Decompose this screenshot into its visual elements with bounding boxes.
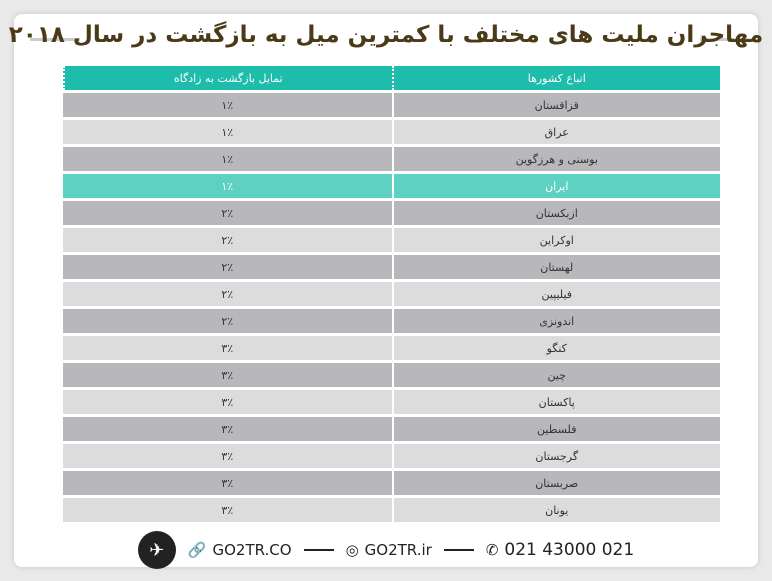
return-rate-cell: ۳٪ [63,444,392,468]
table-row: فیلیپین ۲٪ [63,282,720,306]
footer: ✈ 🔗 GO2TR.CO ◎ GO2TR.ir ✆ 021 43000 021 [0,531,772,569]
country-cell: یونان [391,498,720,522]
country-cell: قزاقستان [391,93,720,117]
column-header-country: اتباع کشورها [391,66,720,90]
table-row: قزاقستان ۱٪ [63,93,720,117]
divider [303,549,334,551]
table-row: فلسطین ۳٪ [63,417,720,441]
return-rate-cell: ۳٪ [63,363,392,387]
table-row: صربستان ۳٪ [63,471,720,495]
return-rate-cell: ۳٪ [63,417,392,441]
country-cell: اوکراین [391,228,720,252]
instagram-icon: ◎ [345,541,359,559]
country-cell: پاکستان [391,390,720,414]
table-row: اندونزی ۲٪ [63,309,720,333]
table-row: عراق ۱٪ [63,120,720,144]
table-row: اوکراین ۲٪ [63,228,720,252]
column-header-return: تمایل بازگشت به زادگاه [63,66,392,90]
divider [443,549,474,551]
country-cell: چین [391,363,720,387]
table-row: چین ۳٪ [63,363,720,387]
country-cell: گرجستان [391,444,720,468]
country-cell: عراق [391,120,720,144]
country-cell: کنگو [391,336,720,360]
table-row: پاکستان ۳٪ [63,390,720,414]
country-cell: صربستان [391,471,720,495]
table-row: کنگو ۳٪ [63,336,720,360]
page-title: مهاجران ملیت های مختلف با کمترین میل به … [8,22,764,48]
country-cell: بوسنی و هرزگوین [391,147,720,171]
country-cell: ازبکستان [391,201,720,225]
country-cell: لهستان [391,255,720,279]
link-icon: 🔗 [187,541,207,559]
return-rate-cell: ۲٪ [63,309,392,333]
country-cell: فلسطین [391,417,720,441]
table-row: گرجستان ۳٪ [63,444,720,468]
return-rate-cell: ۱٪ [63,147,392,171]
return-rate-cell: ۳٪ [63,498,392,522]
instagram-link[interactable]: GO2TR.ir [364,541,432,559]
website-link[interactable]: GO2TR.CO [212,541,292,559]
divider [30,38,80,41]
logo-icon: ✈ [137,531,176,569]
return-rate-cell: ۱٪ [63,174,392,198]
return-rate-cell: ۳٪ [63,471,392,495]
data-table: اتباع کشورها تمایل بازگشت به زادگاه قزاق… [63,63,720,525]
return-rate-cell: ۱٪ [63,93,392,117]
divider [700,38,750,41]
return-rate-cell: ۲٪ [63,201,392,225]
table-row: ازبکستان ۲٪ [63,201,720,225]
return-rate-cell: ۱٪ [63,120,392,144]
return-rate-cell: ۳٪ [63,336,392,360]
table-row: بوسنی و هرزگوین ۱٪ [63,147,720,171]
return-rate-cell: ۲٪ [63,228,392,252]
return-rate-cell: ۲٪ [63,255,392,279]
phone-number[interactable]: 021 43000 021 [504,540,635,560]
country-cell: ایران [391,174,720,198]
table-row: لهستان ۲٪ [63,255,720,279]
table-row: ایران ۱٪ [63,174,720,198]
country-cell: اندونزی [391,309,720,333]
table-row: یونان ۳٪ [63,498,720,522]
return-rate-cell: ۲٪ [63,282,392,306]
phone-icon: ✆ [485,541,499,559]
return-rate-cell: ۳٪ [63,390,392,414]
country-cell: فیلیپین [391,282,720,306]
